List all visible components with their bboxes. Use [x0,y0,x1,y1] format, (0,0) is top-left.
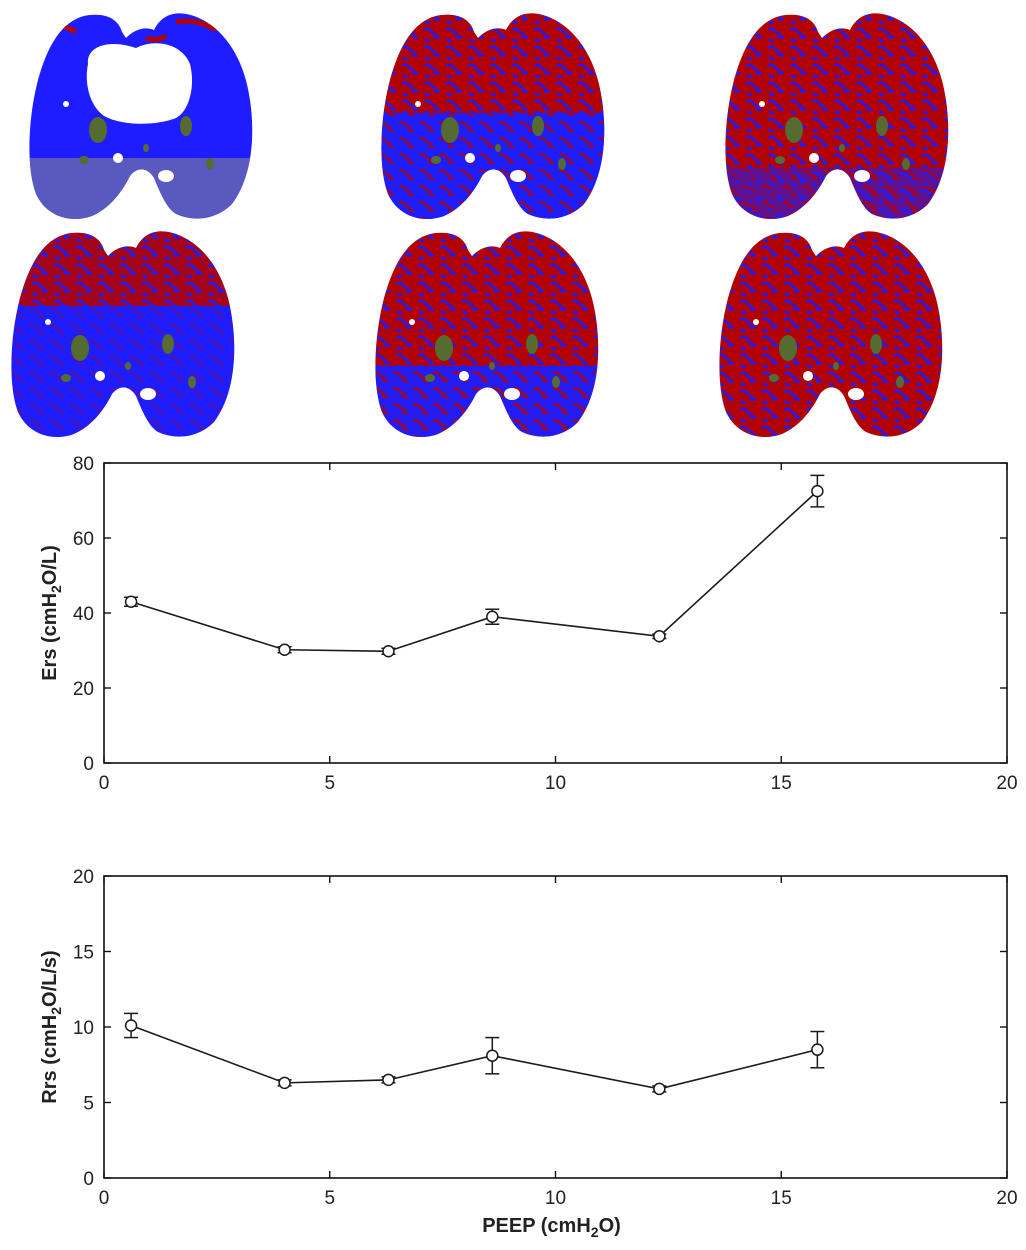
y-tick-label: 60 [73,529,94,550]
x-tick-label: 0 [99,773,110,794]
lung-image-3 [725,13,949,220]
x-tick-label: 10 [545,773,566,794]
y-axis-label: Ers (cmH2O/L) [39,545,64,681]
data-point [278,1076,291,1090]
ers-chart: 0 5 10 15 20 0 20 40 60 80 Ers (cmH2O/L) [39,454,1018,794]
rrs-chart: 0 5 10 15 20 0 5 10 15 20 Rrs (cmH2O/L/s) PEEP (cmH… [39,867,1018,1240]
data-point [486,1049,499,1062]
y-tick-label: 10 [73,1018,94,1039]
x-tick-label: 15 [771,773,792,794]
y-tick-label: 20 [73,867,94,888]
x-tick-label: 5 [324,773,335,794]
data-point [811,1043,824,1056]
x-tick-label: 20 [996,1188,1017,1209]
data-point [811,484,824,498]
lung-image-2 [381,13,605,220]
lung-image-5 [375,231,599,438]
data-point [124,1019,138,1032]
lung-image-1 [29,13,253,220]
data-point [124,595,138,608]
x-axis-label: PEEP (cmH2O) [482,1215,621,1240]
y-tick-label: 20 [73,679,94,700]
data-point [653,1082,666,1096]
data-point [382,1073,395,1087]
x-tick-label: 10 [545,1188,566,1209]
data-point [486,610,499,623]
y-tick-label: 0 [83,1169,94,1190]
y-tick-label: 15 [73,943,94,964]
x-tick-label: 20 [996,773,1017,794]
data-point [653,630,666,643]
x-tick-label: 5 [324,1188,335,1209]
x-tick-label: 0 [99,1188,110,1209]
plot-frame [103,462,1008,764]
y-tick-label: 80 [73,454,94,475]
x-tick-label: 15 [771,1188,792,1209]
series-line [130,1024,818,1090]
y-axis-label: Rrs (cmH2O/L/s) [39,950,64,1103]
y-tick-label: 5 [83,1094,94,1115]
lung-image-4 [11,231,235,438]
data-point [382,645,395,658]
series-line [130,490,818,653]
lung-images [11,13,949,438]
data-point [278,643,291,656]
y-tick-label: 0 [83,754,94,775]
plot-frame [103,875,1008,1179]
y-tick-label: 40 [73,604,94,625]
lung-image-6 [719,231,943,438]
